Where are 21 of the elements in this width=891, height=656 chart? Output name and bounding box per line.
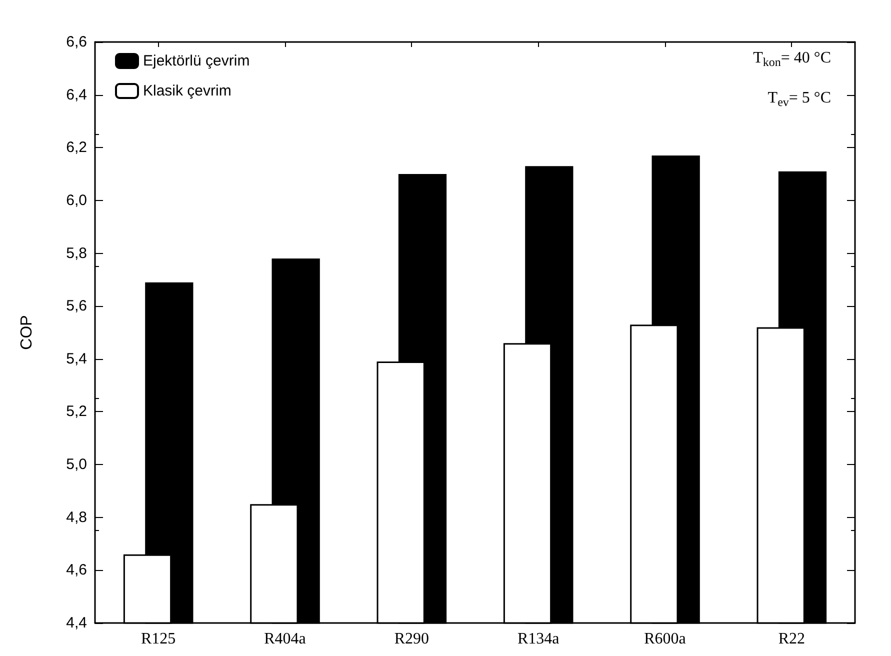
y-tick-label: 5,2 bbox=[66, 403, 87, 420]
y-tick-label: 6,0 bbox=[66, 192, 87, 209]
legend-label: Ejektörlü çevrim bbox=[143, 52, 250, 70]
x-tick-label: R290 bbox=[394, 630, 430, 648]
x-tick-label: R134a bbox=[517, 630, 560, 648]
x-tick-label: R125 bbox=[140, 630, 176, 648]
y-tick-label: 4,4 bbox=[66, 614, 87, 632]
y-tick-label: 6,6 bbox=[66, 34, 87, 50]
y-tick-label: 4,6 bbox=[66, 562, 87, 579]
y-tick-label: 6,2 bbox=[66, 139, 87, 156]
y-tick-label: 4,8 bbox=[66, 508, 87, 526]
y-tick-label: 5,4 bbox=[66, 350, 87, 368]
y-axis-title: COP bbox=[18, 315, 36, 350]
y-tick-label: 5,0 bbox=[66, 456, 87, 474]
y-tick-label: 5,8 bbox=[66, 244, 87, 262]
legend-label: Klasik çevrim bbox=[143, 82, 232, 100]
x-tick-label: R404a bbox=[264, 630, 306, 648]
y-tick-label: 6,4 bbox=[66, 86, 87, 104]
x-tick-label: R22 bbox=[778, 630, 806, 648]
y-tick-label: 5,6 bbox=[66, 298, 87, 315]
x-tick-label: R600a bbox=[644, 630, 686, 648]
